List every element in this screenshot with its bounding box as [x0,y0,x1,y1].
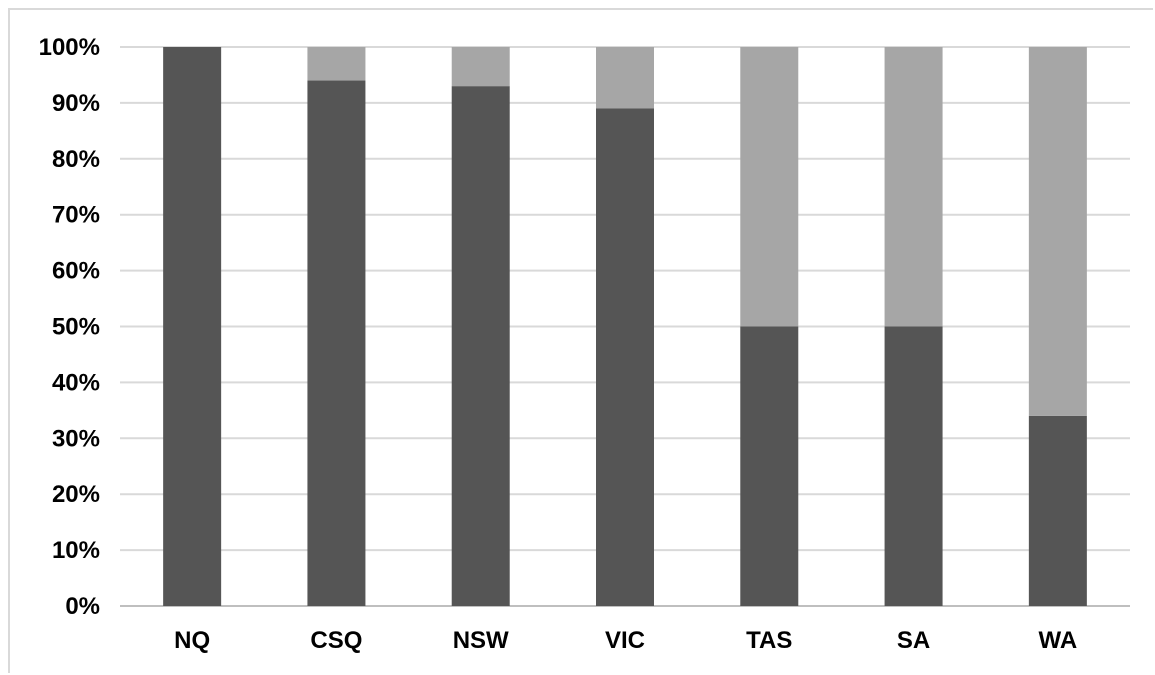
bar-segment-sa-1 [884,47,943,327]
bar-segment-csq-0 [307,80,366,607]
bar-segment-vic-0 [596,108,654,607]
bar-segment-sa-0 [884,326,943,606]
bar-segment-nsw-0 [451,86,510,606]
y-tick-label: 80% [52,146,100,173]
y-tick-label: 90% [52,90,100,117]
y-tick-label: 60% [52,258,100,285]
bar-segment-nq-0 [163,47,222,606]
y-tick-label: 70% [52,202,100,229]
bar-segment-csq-1 [307,47,366,81]
x-tick-label-tas: TAS [746,627,792,654]
y-tick-label: 30% [52,425,100,452]
x-tick-label-sa: SA [897,627,930,654]
bar-segment-tas-1 [740,47,799,327]
y-axis: 0% 10% 20% 30% 40% 50% 60% 70% 80% 90% 100% [39,34,100,620]
chart-frame [8,8,1153,673]
y-tick-label: 10% [52,537,100,564]
x-axis: NQ CSQ NSW VIC TAS SA WA [174,627,1077,654]
bar-segment-wa-1 [1028,47,1087,416]
bar-segment-tas-0 [740,326,799,606]
y-tick-label: 40% [52,369,100,396]
y-tick-label: 20% [52,481,100,508]
bar-segment-nsw-1 [451,47,510,87]
y-tick-label: 0% [65,593,100,620]
bar-segment-wa-0 [1028,415,1087,606]
x-tick-label-wa: WA [1039,627,1078,654]
x-tick-label-vic: VIC [605,627,645,654]
bar-segment-vic-1 [596,47,654,109]
x-tick-label-nq: NQ [174,627,210,654]
x-tick-label-nsw: NSW [453,627,509,654]
bars [163,47,1087,607]
x-tick-label-csq: CSQ [310,627,362,654]
y-tick-label: 100% [39,34,100,61]
y-tick-label: 50% [52,314,100,341]
